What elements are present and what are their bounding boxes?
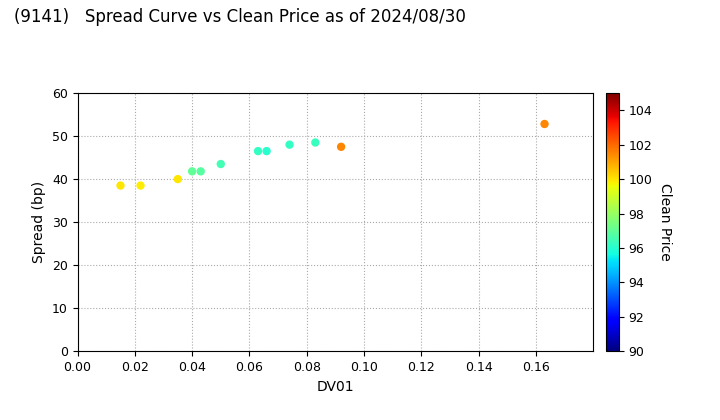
Y-axis label: Clean Price: Clean Price <box>657 183 672 261</box>
X-axis label: DV01: DV01 <box>317 380 354 394</box>
Point <box>114 182 126 189</box>
Point <box>539 121 550 127</box>
Point <box>195 168 207 175</box>
Point <box>215 161 227 168</box>
Point <box>284 141 295 148</box>
Point <box>186 168 198 175</box>
Point <box>310 139 321 146</box>
Text: (9141)   Spread Curve vs Clean Price as of 2024/08/30: (9141) Spread Curve vs Clean Price as of… <box>14 8 467 26</box>
Y-axis label: Spread (bp): Spread (bp) <box>32 181 46 263</box>
Point <box>135 182 146 189</box>
Point <box>261 148 272 155</box>
Point <box>172 176 184 182</box>
Point <box>336 144 347 150</box>
Point <box>252 148 264 155</box>
